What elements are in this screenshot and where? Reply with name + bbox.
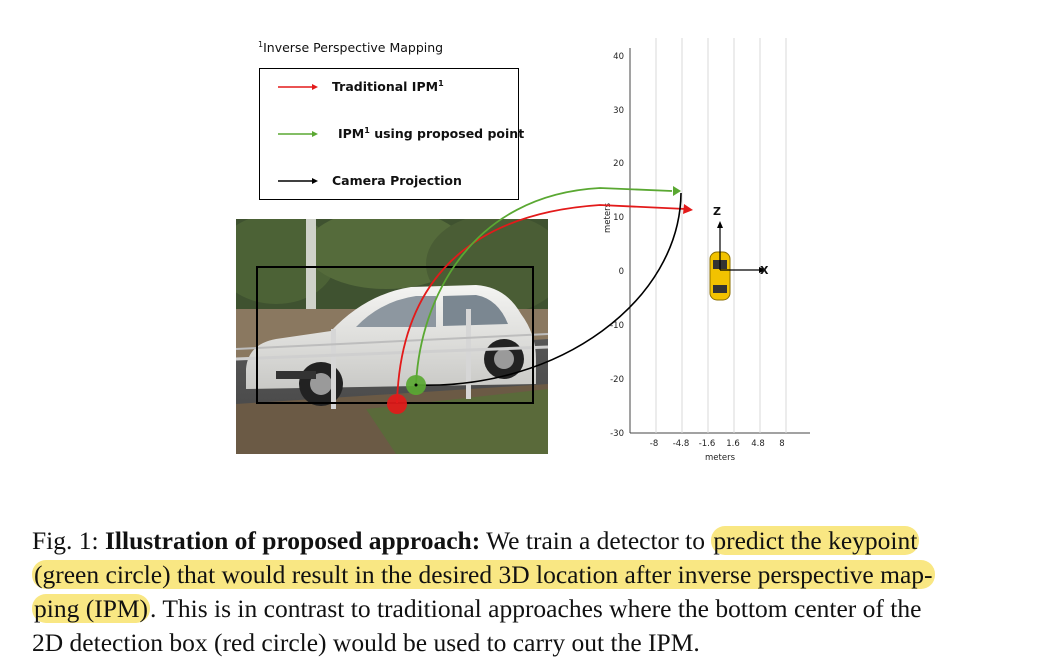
y-tick-label: -20 xyxy=(610,375,624,385)
caption-highlight: predict the keypoint xyxy=(711,526,920,555)
fig-label: Fig. 1: xyxy=(32,526,105,555)
car-photo xyxy=(236,219,548,454)
figure-caption: Fig. 1: Illustration of proposed approac… xyxy=(32,524,1032,660)
caption-highlight: (green circle) that would result in the … xyxy=(32,560,935,589)
green-circle-center xyxy=(414,383,418,387)
legend-label: IPM1 using proposed point xyxy=(338,126,525,142)
z-axis-label: Z xyxy=(713,205,721,218)
y-tick-label: 40 xyxy=(613,52,624,62)
legend-item-camera-projection: Camera Projection xyxy=(260,171,462,191)
x-tick-label: 4.8 xyxy=(751,439,765,449)
red-circle-keypoint xyxy=(387,394,407,414)
y-tick-label: 0 xyxy=(619,267,624,277)
x-axis-marker-label: X xyxy=(760,264,769,277)
black-arrow-icon xyxy=(278,178,318,184)
green-arc xyxy=(415,187,673,386)
caption-bold-title: Illustration of proposed approach: xyxy=(104,526,481,555)
x-tick-label: 1.6 xyxy=(726,439,740,449)
caption-highlight: ping (IPM) xyxy=(32,594,151,623)
y-tick-label: 30 xyxy=(613,106,624,116)
red-arrowhead-icon xyxy=(683,204,693,214)
legend-label: Traditional IPM1 xyxy=(332,79,444,95)
caption-line-2: (green circle) that would result in the … xyxy=(32,558,1032,592)
footnote-marker: 1 xyxy=(258,40,264,49)
caption-line-3: ping (IPM). This is in contrast to tradi… xyxy=(32,592,1032,626)
legend-item-ipm-proposed: IPM1 using proposed point xyxy=(260,124,524,144)
bev-plot: 40 30 20 10 0 -10 -20 -30 meters -8 -4.8… xyxy=(387,38,810,463)
red-arc xyxy=(396,204,687,404)
y-tick-label: 10 xyxy=(613,213,624,223)
legend-item-traditional-ipm: Traditional IPM1 xyxy=(260,77,444,97)
y-tick-label: -10 xyxy=(610,321,624,331)
x-tick-label: -4.8 xyxy=(673,439,690,449)
grid-lines xyxy=(655,38,787,433)
caption-text: 2D detection box (red circle) would be u… xyxy=(32,628,700,657)
green-arrow-icon xyxy=(278,131,318,137)
black-arc xyxy=(415,192,682,386)
red-arrow-icon xyxy=(278,84,318,90)
figure: 1Inverse Perspective Mapping Traditional… xyxy=(236,38,810,463)
caption-line-4: 2D detection box (red circle) would be u… xyxy=(32,626,1032,660)
footnote: 1Inverse Perspective Mapping xyxy=(258,40,443,55)
x-tick-label: -8 xyxy=(650,439,658,449)
x-axis-label: meters xyxy=(705,453,736,463)
x-tick-labels: -8 -4.8 -1.6 1.6 4.8 8 xyxy=(650,439,785,449)
y-tick-labels: 40 30 20 10 0 -10 -20 -30 xyxy=(610,52,624,439)
camera-axes-icon: Z X xyxy=(713,205,769,277)
y-axis-label: meters xyxy=(603,202,613,233)
y-tick-label: 20 xyxy=(613,159,624,169)
footnote-text: Inverse Perspective Mapping xyxy=(263,40,444,56)
green-arrowhead-icon xyxy=(673,186,681,196)
x-tick-label: 8 xyxy=(779,439,784,449)
x-tick-label: -1.6 xyxy=(699,439,716,449)
caption-line-1: Fig. 1: Illustration of proposed approac… xyxy=(32,524,1032,558)
legend-box: Traditional IPM1 IPM1 using proposed poi… xyxy=(259,68,524,200)
legend-label: Camera Projection xyxy=(332,173,462,189)
caption-text: We train a detector to xyxy=(480,526,712,555)
caption-text: . This is in contrast to traditional app… xyxy=(150,594,922,623)
y-tick-label: -30 xyxy=(610,429,624,439)
